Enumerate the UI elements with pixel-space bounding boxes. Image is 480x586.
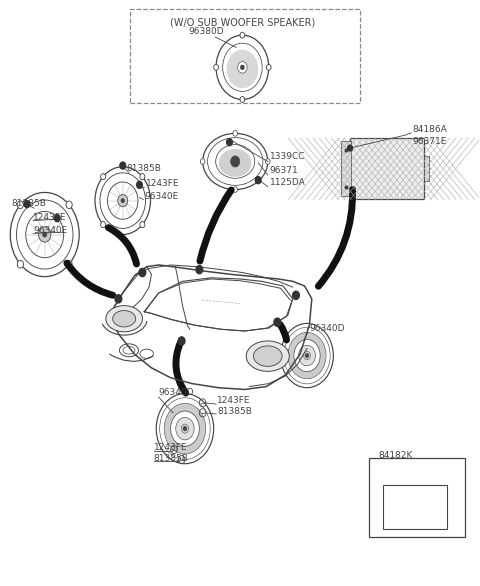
Circle shape — [24, 200, 30, 207]
FancyArrowPatch shape — [200, 190, 231, 261]
Bar — [350, 138, 424, 199]
Text: 84182K: 84182K — [379, 451, 413, 459]
Bar — [341, 141, 351, 196]
Circle shape — [241, 66, 244, 69]
FancyArrowPatch shape — [67, 263, 113, 295]
Circle shape — [238, 62, 247, 73]
Circle shape — [196, 265, 203, 274]
Circle shape — [233, 187, 238, 192]
Circle shape — [233, 131, 238, 136]
Circle shape — [121, 199, 124, 203]
Text: 96340D: 96340D — [310, 323, 345, 333]
Text: 1243FE: 1243FE — [33, 213, 67, 222]
Text: 1243FE: 1243FE — [146, 179, 179, 188]
Ellipse shape — [113, 311, 136, 327]
Circle shape — [140, 173, 145, 180]
Circle shape — [118, 195, 128, 207]
Text: 81385B: 81385B — [126, 164, 161, 173]
Circle shape — [101, 173, 106, 180]
Text: 81385B: 81385B — [154, 454, 189, 462]
Bar — [383, 485, 447, 529]
Circle shape — [293, 291, 300, 299]
Circle shape — [227, 50, 258, 88]
FancyArrowPatch shape — [318, 189, 353, 286]
Polygon shape — [288, 332, 326, 379]
Circle shape — [140, 222, 145, 227]
Text: 96340E: 96340E — [144, 192, 179, 200]
Circle shape — [240, 32, 245, 38]
Text: 1243FE: 1243FE — [154, 443, 187, 452]
Ellipse shape — [246, 341, 289, 372]
Text: 1339CC: 1339CC — [270, 152, 305, 161]
Circle shape — [115, 295, 122, 303]
Text: 81385B: 81385B — [11, 199, 46, 208]
Circle shape — [17, 201, 24, 209]
Bar — [130, 9, 360, 103]
Circle shape — [183, 427, 186, 430]
Circle shape — [66, 201, 72, 209]
Circle shape — [303, 352, 311, 360]
Circle shape — [227, 139, 232, 146]
Circle shape — [265, 159, 270, 164]
Circle shape — [348, 145, 352, 151]
Bar — [424, 156, 429, 181]
Circle shape — [240, 97, 245, 103]
Text: 81385B: 81385B — [217, 407, 252, 416]
Text: 96380D: 96380D — [189, 27, 224, 36]
FancyArrowPatch shape — [108, 227, 136, 264]
Text: 96340E: 96340E — [33, 226, 68, 234]
Text: 96371E: 96371E — [412, 137, 447, 146]
Text: 1125DA: 1125DA — [270, 178, 305, 186]
Polygon shape — [164, 403, 205, 454]
Circle shape — [66, 261, 72, 268]
Circle shape — [38, 227, 51, 242]
FancyArrowPatch shape — [280, 325, 287, 340]
Circle shape — [54, 214, 60, 222]
Circle shape — [274, 318, 281, 326]
Circle shape — [178, 337, 185, 345]
Circle shape — [137, 181, 143, 188]
Circle shape — [101, 222, 106, 227]
Circle shape — [181, 424, 189, 433]
Circle shape — [306, 354, 308, 357]
Text: 96371: 96371 — [270, 166, 299, 175]
Bar — [350, 138, 424, 199]
Circle shape — [43, 232, 47, 237]
Bar — [369, 458, 465, 537]
Text: 1243FE: 1243FE — [217, 396, 251, 406]
Circle shape — [299, 345, 315, 366]
Circle shape — [176, 417, 194, 440]
Circle shape — [214, 64, 218, 70]
Text: 84186A: 84186A — [412, 125, 447, 134]
Circle shape — [139, 268, 146, 277]
Circle shape — [17, 261, 24, 268]
Text: (W/O SUB WOOFER SPEAKER): (W/O SUB WOOFER SPEAKER) — [170, 17, 315, 27]
Ellipse shape — [253, 346, 282, 366]
Ellipse shape — [106, 306, 143, 332]
FancyArrowPatch shape — [176, 342, 186, 393]
Text: 96340D: 96340D — [158, 388, 194, 397]
Circle shape — [200, 159, 205, 164]
Circle shape — [255, 176, 261, 183]
Circle shape — [230, 156, 240, 167]
Circle shape — [266, 64, 271, 70]
Circle shape — [120, 162, 126, 169]
Ellipse shape — [219, 149, 252, 177]
